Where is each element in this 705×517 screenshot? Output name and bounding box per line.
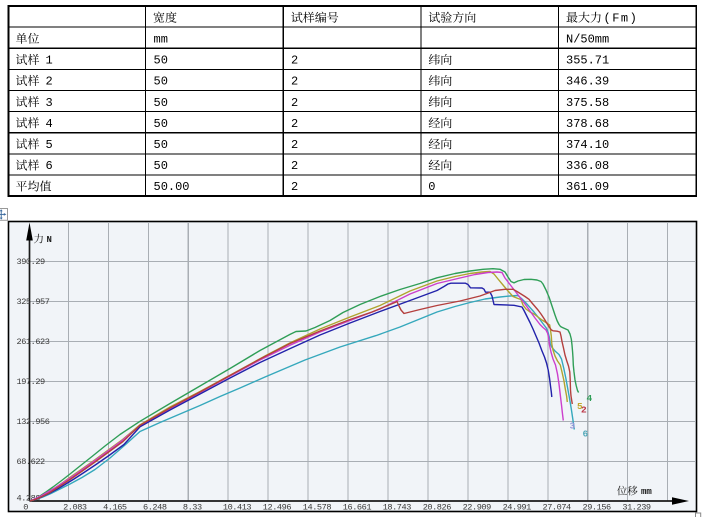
svg-text:132.956: 132.956	[17, 417, 50, 427]
svg-text:22.909: 22.909	[463, 503, 492, 513]
svg-text:5: 5	[46, 138, 53, 152]
svg-text:N: N	[47, 235, 52, 245]
svg-text:0: 0	[23, 503, 28, 513]
svg-text:2: 2	[291, 117, 298, 131]
svg-text:390.29: 390.29	[17, 257, 46, 267]
svg-text:2: 2	[291, 180, 298, 194]
svg-text:mm: mm	[154, 33, 168, 47]
svg-text:4.165: 4.165	[103, 503, 127, 513]
svg-text:50: 50	[154, 138, 168, 152]
svg-text:375.58: 375.58	[566, 96, 609, 110]
svg-text:2: 2	[291, 96, 298, 110]
svg-text:24.991: 24.991	[503, 503, 532, 513]
svg-text:N/50mm: N/50mm	[566, 33, 609, 47]
svg-text:50: 50	[154, 75, 168, 89]
svg-text:50: 50	[154, 159, 168, 173]
svg-text:2: 2	[46, 75, 53, 89]
svg-text:27.074: 27.074	[543, 503, 572, 513]
svg-text:0: 0	[428, 180, 435, 194]
svg-text:6: 6	[583, 429, 589, 440]
svg-text:31.239: 31.239	[622, 503, 651, 513]
svg-text:2: 2	[291, 138, 298, 152]
svg-text:16.661: 16.661	[343, 503, 372, 513]
svg-text:1: 1	[46, 54, 53, 68]
svg-text:2: 2	[291, 75, 298, 89]
svg-text:6: 6	[46, 159, 53, 173]
svg-text:2: 2	[291, 54, 298, 68]
svg-text:361.09: 361.09	[566, 180, 609, 194]
svg-text:18.743: 18.743	[383, 503, 412, 513]
svg-text:8.33: 8.33	[183, 503, 202, 513]
svg-text:346.39: 346.39	[566, 75, 609, 89]
svg-text:(Fm): (Fm)	[604, 11, 639, 25]
svg-text:6.248: 6.248	[143, 503, 167, 513]
svg-text:68.622: 68.622	[17, 457, 46, 467]
svg-text:50: 50	[154, 117, 168, 131]
svg-text:374.10: 374.10	[566, 138, 609, 152]
svg-text:2: 2	[581, 405, 587, 416]
svg-text:3: 3	[570, 421, 576, 432]
svg-text:4.289: 4.289	[17, 493, 41, 503]
svg-text:378.68: 378.68	[566, 117, 609, 131]
svg-text:50.00: 50.00	[154, 180, 190, 194]
svg-text:20.826: 20.826	[423, 503, 452, 513]
svg-text:12.496: 12.496	[263, 503, 292, 513]
svg-text:50: 50	[154, 96, 168, 110]
svg-text:336.08: 336.08	[566, 159, 609, 173]
svg-text:mm: mm	[641, 487, 652, 497]
svg-text:4: 4	[46, 117, 53, 131]
svg-text:10.413: 10.413	[223, 503, 252, 513]
svg-text:29.156: 29.156	[583, 503, 612, 513]
svg-text:261.623: 261.623	[17, 337, 50, 347]
svg-text:2: 2	[291, 159, 298, 173]
svg-text:4: 4	[587, 393, 593, 404]
svg-text:50: 50	[154, 54, 168, 68]
svg-text:5: 5	[577, 401, 583, 412]
svg-text:3: 3	[46, 96, 53, 110]
svg-text:2.083: 2.083	[63, 503, 87, 513]
svg-text:355.71: 355.71	[566, 54, 609, 68]
svg-text:14.578: 14.578	[303, 503, 332, 513]
svg-text:325.957: 325.957	[17, 297, 50, 307]
svg-text:197.29: 197.29	[17, 377, 46, 387]
